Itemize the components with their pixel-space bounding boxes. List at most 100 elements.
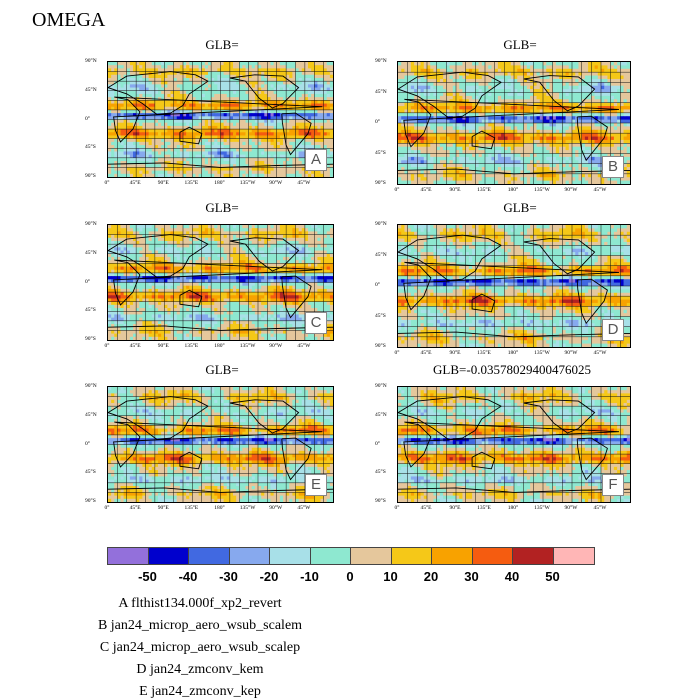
x-tick-label: 135°E: [184, 505, 199, 511]
field-cells: [108, 62, 333, 177]
panel-letter: A: [305, 149, 327, 171]
x-tick-label: 0°: [394, 350, 400, 356]
colorbar-swatch: [229, 548, 270, 564]
x-tick-label: 135°W: [239, 180, 256, 186]
colorbar-label: 50: [545, 569, 560, 584]
x-tick-label: 0°: [394, 187, 400, 193]
map-field: [107, 224, 334, 341]
panel-title: GLB=: [503, 37, 537, 52]
y-tick-label: 45°N: [375, 411, 387, 418]
y-tick-label: 0°: [85, 278, 90, 285]
y-tick-label: 90°N: [375, 58, 387, 64]
colorbar-label: 0: [346, 569, 354, 584]
x-tick-label: 135°W: [239, 505, 256, 511]
y-tick-label: 45°S: [85, 469, 96, 476]
y-tick-label: 90°N: [375, 383, 387, 389]
x-tick-label: 45°W: [297, 180, 311, 186]
x-tick-label: 90°W: [564, 505, 578, 511]
coastlines: [398, 234, 630, 338]
field-cells: [108, 387, 333, 502]
y-tick-label: 90°S: [375, 498, 386, 504]
colorbar-swatch: [472, 548, 513, 564]
y-tick-label: 90°N: [375, 221, 387, 227]
figure-title: OMEGA: [32, 9, 106, 31]
colorbar-label: -30: [219, 569, 238, 584]
coastlines: [398, 396, 630, 493]
x-tick-label: 45°E: [129, 343, 141, 349]
x-tick-label: 0°: [104, 505, 110, 511]
y-tick-label: 45°S: [375, 312, 386, 319]
colorbar-label: -40: [178, 569, 198, 584]
x-tick-label: 45°W: [297, 505, 311, 511]
panel-letter: E: [305, 474, 327, 496]
colorbar-swatch: [189, 548, 230, 564]
x-tick-label: 90°E: [449, 187, 461, 193]
x-tick-label: 45°W: [593, 350, 607, 356]
y-tick-label: 45°N: [85, 249, 97, 256]
y-tick-label: 45°S: [375, 149, 386, 156]
x-tick-label: 180°: [214, 180, 225, 186]
x-tick-label: 90°W: [564, 187, 578, 193]
panel-letter: C: [305, 312, 327, 334]
x-tick-label: 135°E: [184, 343, 199, 349]
colorbar-label: -20: [259, 569, 279, 584]
panel-title: GLB=: [205, 200, 239, 215]
colorbar-swatch: [270, 548, 311, 564]
x-tick-label: 135°W: [534, 505, 550, 511]
x-tick-label: 135°E: [184, 180, 199, 186]
x-tick-label: 90°W: [269, 180, 283, 186]
panel-letter: B: [602, 156, 624, 178]
y-tick-label: 45°S: [375, 469, 386, 476]
colorbar-swatch: [513, 548, 554, 564]
x-tick-label: 135°W: [239, 343, 256, 349]
y-tick-label: 90°N: [85, 221, 97, 227]
x-tick-label: 180°: [214, 505, 225, 511]
panel-letter: F: [602, 474, 624, 496]
x-tick-label: 45°W: [297, 343, 311, 349]
x-tick-label: 0°: [104, 343, 110, 349]
colorbar-swatch: [553, 548, 594, 564]
colorbar-swatch: [148, 548, 189, 564]
x-tick-label: 45°E: [420, 187, 432, 193]
map-field: [397, 224, 631, 348]
legend-entry: C jan24_microp_aero_wsub_scalep: [99, 640, 301, 655]
map-field: [107, 386, 334, 503]
x-tick-label: 90°W: [564, 350, 578, 356]
colorbar-swatch: [391, 548, 432, 564]
y-tick-label: 90°S: [375, 180, 386, 186]
x-tick-label: 135°E: [477, 350, 491, 356]
y-tick-label: 90°N: [85, 383, 97, 389]
colorbar-label: -10: [300, 569, 319, 584]
x-tick-label: 45°E: [129, 505, 141, 511]
colorbar-label: 40: [504, 569, 520, 584]
map-field: [107, 61, 334, 178]
y-tick-label: 45°N: [85, 86, 97, 93]
y-tick-label: 0°: [85, 440, 90, 447]
coastlines: [398, 71, 630, 175]
y-tick-label: 45°N: [85, 411, 97, 418]
colorbar-label: 20: [423, 569, 439, 584]
x-tick-label: 90°E: [157, 343, 169, 349]
colorbar-label: 10: [383, 569, 398, 584]
x-tick-label: 90°E: [157, 180, 169, 186]
x-tick-label: 180°: [507, 350, 519, 356]
x-tick-label: 90°E: [449, 505, 461, 511]
legend-entry: E jan24_zmconv_kep: [139, 684, 261, 699]
panel-title: GLB=: [503, 200, 537, 215]
y-tick-label: 90°N: [85, 58, 97, 64]
x-tick-label: 135°E: [477, 187, 491, 193]
x-tick-label: 0°: [394, 505, 400, 511]
colorbar-swatch: [310, 548, 351, 564]
y-tick-label: 45°N: [375, 88, 387, 95]
coastlines: [108, 396, 333, 493]
map-field: [397, 386, 631, 503]
x-tick-label: 180°: [507, 187, 519, 193]
field-cells: [108, 225, 333, 340]
colorbar-label: -50: [138, 569, 157, 584]
legend-entry: D jan24_zmconv_kem: [136, 662, 264, 677]
x-tick-label: 45°W: [593, 187, 607, 193]
colorbar: [107, 547, 595, 565]
legend-entry: B jan24_microp_aero_wsub_scalem: [97, 618, 303, 633]
panel-title: GLB=: [205, 362, 239, 377]
y-tick-label: 45°N: [375, 251, 387, 258]
